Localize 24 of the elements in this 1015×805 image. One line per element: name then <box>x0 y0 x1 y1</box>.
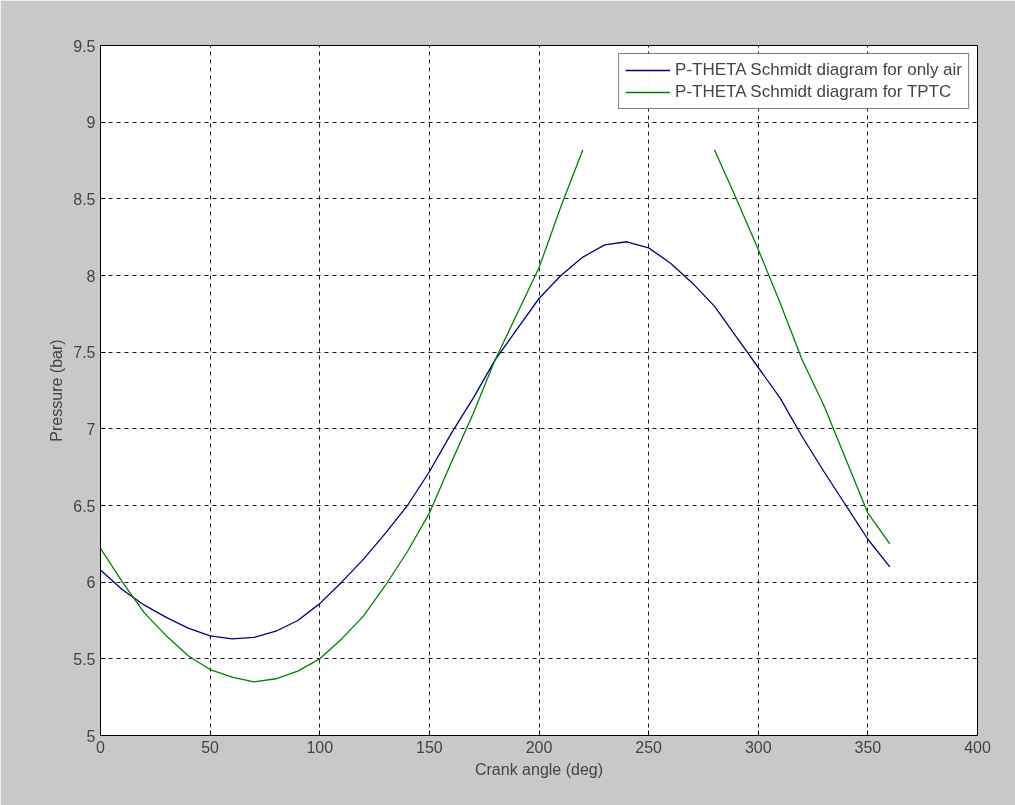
x-tick-label: 150 <box>416 738 443 756</box>
y-tick-label: 9 <box>86 114 96 132</box>
y-tick-label: 5.5 <box>73 650 96 668</box>
y-tick-label: 8 <box>86 267 96 285</box>
y-tick-label: 7 <box>86 420 96 438</box>
x-tick-label: 250 <box>635 738 663 756</box>
y-tick-label: 6.5 <box>73 497 96 515</box>
y-tick-label: 9.5 <box>73 37 96 55</box>
x-tick-label: 200 <box>525 738 553 756</box>
y-tick-label: 5 <box>86 727 96 745</box>
x-tick-label: 50 <box>201 738 220 756</box>
x-tick-label: 300 <box>744 738 772 756</box>
y-tick-label: 7.5 <box>73 344 96 362</box>
y-tick-label: 6 <box>86 574 96 592</box>
x-tick-label: 0 <box>96 738 106 756</box>
x-axis-title: Crank angle (deg) <box>474 760 604 778</box>
x-tick-label: 400 <box>964 738 991 756</box>
y-tick-label: 8.5 <box>73 190 96 208</box>
legend-label: P-THETA Schmidt diagram for only air <box>675 60 962 80</box>
line-series <box>100 241 891 640</box>
x-tick-label: 350 <box>854 738 882 756</box>
x-tick-label: 100 <box>306 738 334 756</box>
y-axis-title: Pressure (bar) <box>48 339 66 442</box>
legend-label: P-THETA Schmidt diagram for TPTC <box>675 82 952 102</box>
